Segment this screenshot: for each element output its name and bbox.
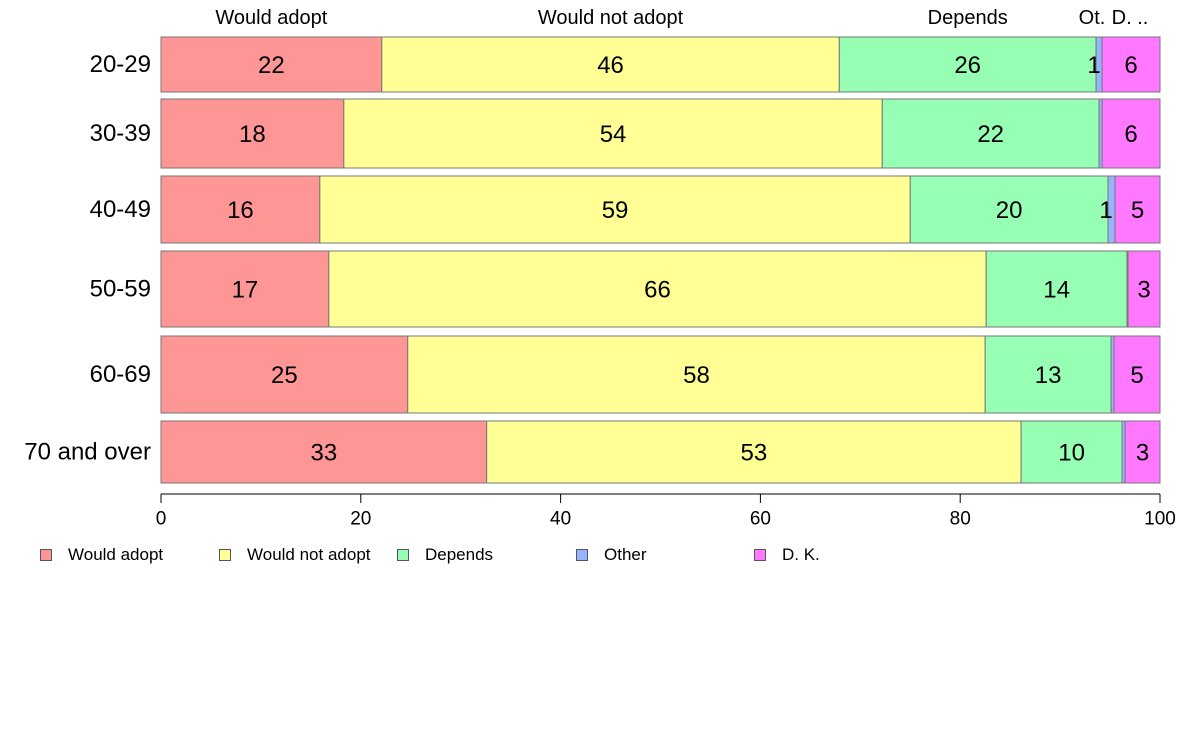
bar-segment (319, 175, 911, 244)
data-label: 3 (1136, 440, 1149, 467)
top-label: Ot. (1079, 7, 1106, 29)
bar-segment (984, 335, 1112, 414)
bar-segment (343, 98, 883, 169)
bar-segment (1101, 36, 1161, 93)
category-labels: 20-29 30-39 40-49 50-59 60-69 70 and over (24, 51, 151, 466)
category-label: 40-49 (90, 196, 151, 223)
data-label: 1 (1099, 197, 1112, 224)
legend-label: Would adopt (68, 545, 164, 564)
top-label: Depends (928, 7, 1008, 29)
data-label: 22 (977, 121, 1004, 148)
data-label: 54 (600, 121, 627, 148)
data-label: 17 (232, 277, 259, 304)
legend-swatch (40, 549, 52, 561)
data-label: 6 (1124, 121, 1137, 148)
category-label: 60-69 (90, 361, 151, 388)
x-tick-label: 0 (156, 509, 167, 530)
top-label: Would not adopt (538, 7, 684, 29)
x-tick-label: 20 (350, 509, 371, 530)
legend-swatch (754, 549, 766, 561)
data-label: 3 (1137, 277, 1150, 304)
data-label: 5 (1130, 362, 1143, 389)
bar-segment (160, 98, 345, 169)
legend-swatch (397, 549, 409, 561)
x-tick-label: 60 (750, 509, 771, 530)
bar-segment (1127, 250, 1161, 328)
legend-item-depends: Depends (397, 540, 493, 570)
data-label: 22 (258, 52, 285, 79)
category-label: 20-29 (90, 51, 151, 78)
legend-label: Depends (425, 545, 494, 564)
data-label: 13 (1035, 362, 1062, 389)
bar-segment (1101, 98, 1161, 169)
bar-segment (160, 335, 409, 414)
legend-swatch (219, 549, 231, 561)
data-label: 25 (271, 362, 298, 389)
bar-segment (1113, 335, 1161, 414)
bar-segment (1114, 175, 1161, 244)
data-label: 10 (1058, 440, 1085, 467)
data-label: 6 (1124, 52, 1137, 79)
x-tick-label: 40 (550, 509, 571, 530)
bar-segment (1020, 420, 1123, 484)
top-labels: Would adopt Would not adopt Depends Ot. D. .… (215, 7, 1148, 29)
data-label: 59 (602, 197, 629, 224)
bar-segment (407, 335, 986, 414)
data-label: 58 (683, 362, 710, 389)
bar-segment (160, 175, 321, 244)
bar-segment (909, 175, 1109, 244)
bar-segment (160, 36, 383, 93)
data-label: 18 (239, 121, 266, 148)
category-label: 50-59 (90, 276, 151, 303)
data-label: 16 (227, 197, 254, 224)
bars: 22 46 26 1 618 54 22 616 59 20 1 517 66 14 325 58 13 533 5… (160, 36, 1161, 484)
legend-label: Would not adopt (247, 545, 371, 564)
category-label: 30-39 (90, 120, 151, 147)
top-label: Would adopt (215, 7, 327, 29)
bar-segment (486, 420, 1022, 484)
legend-item-dk: D. K. (754, 540, 820, 570)
bar-segment (160, 420, 488, 484)
x-tick-label: 80 (950, 509, 971, 530)
data-label: 20 (996, 197, 1023, 224)
data-label: 5 (1131, 197, 1144, 224)
legend-swatch (576, 549, 588, 561)
data-label: 26 (954, 52, 981, 79)
legend-item-would-adopt: Would adopt (40, 540, 163, 570)
data-label: 14 (1043, 277, 1070, 304)
bar-segment (1124, 420, 1161, 484)
legend: Would adopt Would not adopt Depends Othe… (0, 540, 1188, 570)
data-label: 66 (644, 277, 671, 304)
x-axis: 0 20 40 60 80 100 (156, 493, 1176, 530)
bar-segment (328, 250, 987, 328)
top-label: D. .. (1112, 7, 1149, 29)
bar-segment (838, 36, 1097, 93)
legend-label: D. K. (782, 545, 820, 564)
data-label: 46 (597, 52, 624, 79)
bar-segment (881, 98, 1100, 169)
x-tick-label: 100 (1144, 509, 1176, 530)
legend-item-other: Other (576, 540, 647, 570)
legend-item-would-not-adopt: Would not adopt (219, 540, 371, 570)
bar-segment (381, 36, 840, 93)
data-label: 1 (1087, 52, 1100, 79)
bar-segment (160, 250, 330, 328)
data-label: 53 (741, 440, 768, 467)
data-label: 33 (310, 440, 337, 467)
legend-label: Other (604, 545, 647, 564)
category-label: 70 and over (24, 439, 151, 466)
bar-segment (985, 250, 1128, 328)
